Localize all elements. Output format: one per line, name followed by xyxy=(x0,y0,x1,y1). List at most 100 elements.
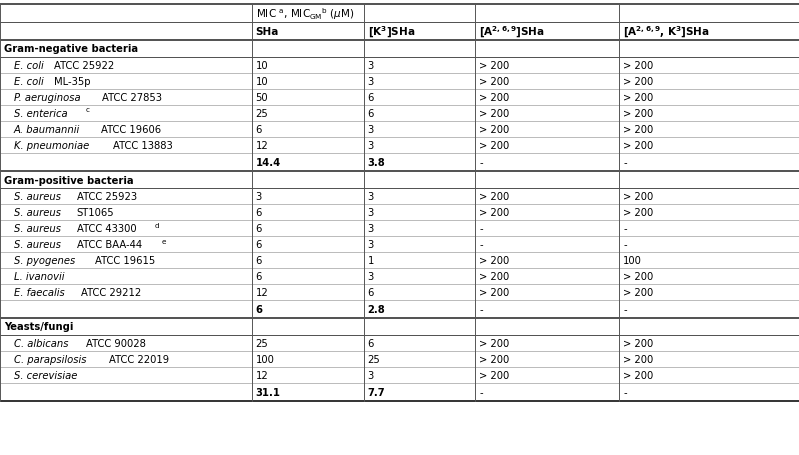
Text: 100: 100 xyxy=(256,354,275,364)
Text: > 200: > 200 xyxy=(623,141,654,151)
Text: -: - xyxy=(623,387,627,397)
Text: > 200: > 200 xyxy=(479,93,510,103)
Text: ATCC 19615: ATCC 19615 xyxy=(95,255,155,265)
Text: 7.7: 7.7 xyxy=(368,387,385,397)
Text: ATCC 90028: ATCC 90028 xyxy=(86,338,146,348)
Text: > 200: > 200 xyxy=(623,125,654,135)
Text: 3: 3 xyxy=(368,271,374,281)
Text: 6: 6 xyxy=(256,304,263,314)
Text: > 200: > 200 xyxy=(623,338,654,348)
Text: -: - xyxy=(479,304,483,314)
Text: > 200: > 200 xyxy=(479,338,510,348)
Text: -: - xyxy=(623,304,627,314)
Text: Yeasts/fungi: Yeasts/fungi xyxy=(4,322,74,332)
Text: 6: 6 xyxy=(256,255,262,265)
Text: 6: 6 xyxy=(256,223,262,233)
Text: c: c xyxy=(85,107,89,113)
Text: 6: 6 xyxy=(368,93,374,103)
Text: > 200: > 200 xyxy=(623,354,654,364)
Text: > 200: > 200 xyxy=(623,93,654,103)
Text: 3: 3 xyxy=(368,125,374,135)
Text: 25: 25 xyxy=(368,354,380,364)
Text: > 200: > 200 xyxy=(479,77,510,87)
Text: C. albicans: C. albicans xyxy=(14,338,69,348)
Text: d: d xyxy=(154,222,159,228)
Text: > 200: > 200 xyxy=(623,288,654,298)
Text: > 200: > 200 xyxy=(479,109,510,119)
Text: > 200: > 200 xyxy=(623,271,654,281)
Text: -: - xyxy=(623,157,627,167)
Text: 10: 10 xyxy=(256,77,268,87)
Text: MIC $\mathregular{^a}$, MIC$\mathregular{_{GM}}$$\mathregular{^b}$ ($\mu$M): MIC $\mathregular{^a}$, MIC$\mathregular… xyxy=(256,6,354,22)
Text: 12: 12 xyxy=(256,141,268,151)
Text: ML-35p: ML-35p xyxy=(54,77,91,87)
Text: E. coli: E. coli xyxy=(14,61,44,71)
Text: 3: 3 xyxy=(368,370,374,380)
Text: 1: 1 xyxy=(368,255,374,265)
Text: 6: 6 xyxy=(368,109,374,119)
Text: > 200: > 200 xyxy=(479,271,510,281)
Text: -: - xyxy=(479,157,483,167)
Text: > 200: > 200 xyxy=(479,288,510,298)
Text: 3: 3 xyxy=(368,77,374,87)
Text: 6: 6 xyxy=(256,125,262,135)
Text: 3.8: 3.8 xyxy=(368,157,385,167)
Text: 25: 25 xyxy=(256,109,268,119)
Text: 12: 12 xyxy=(256,288,268,298)
Text: L. ivanovii: L. ivanovii xyxy=(14,271,65,281)
Text: 31.1: 31.1 xyxy=(256,387,280,397)
Text: SHa: SHa xyxy=(256,27,279,37)
Text: > 200: > 200 xyxy=(623,370,654,380)
Text: ATCC BAA-44: ATCC BAA-44 xyxy=(77,239,141,249)
Text: ST1065: ST1065 xyxy=(77,207,114,217)
Text: > 200: > 200 xyxy=(623,61,654,71)
Text: E. faecalis: E. faecalis xyxy=(14,288,65,298)
Text: > 200: > 200 xyxy=(479,354,510,364)
Text: [A$\mathregular{^{2,6,9}}$]SHa: [A$\mathregular{^{2,6,9}}$]SHa xyxy=(479,24,545,40)
Text: 6: 6 xyxy=(368,338,374,348)
Text: -: - xyxy=(479,387,483,397)
Text: > 200: > 200 xyxy=(479,192,510,202)
Text: S. aureus: S. aureus xyxy=(14,192,61,202)
Text: Gram-negative bacteria: Gram-negative bacteria xyxy=(4,45,138,55)
Text: > 200: > 200 xyxy=(479,141,510,151)
Text: S. aureus: S. aureus xyxy=(14,207,61,217)
Text: > 200: > 200 xyxy=(623,109,654,119)
Text: C. parapsilosis: C. parapsilosis xyxy=(14,354,86,364)
Text: 3: 3 xyxy=(368,61,374,71)
Text: > 200: > 200 xyxy=(479,207,510,217)
Text: 10: 10 xyxy=(256,61,268,71)
Text: [A$\mathregular{^{2,6,9}}$, K$\mathregular{^3}$]SHa: [A$\mathregular{^{2,6,9}}$, K$\mathregul… xyxy=(623,24,710,40)
Text: 3: 3 xyxy=(368,141,374,151)
Text: E. coli: E. coli xyxy=(14,77,44,87)
Text: 3: 3 xyxy=(368,223,374,233)
Text: 25: 25 xyxy=(256,338,268,348)
Text: 14.4: 14.4 xyxy=(256,157,281,167)
Text: > 200: > 200 xyxy=(623,207,654,217)
Text: ATCC 13883: ATCC 13883 xyxy=(113,141,173,151)
Text: > 200: > 200 xyxy=(623,77,654,87)
Text: 12: 12 xyxy=(256,370,268,380)
Text: 3: 3 xyxy=(256,192,262,202)
Text: P. aeruginosa: P. aeruginosa xyxy=(14,93,81,103)
Text: ATCC 29212: ATCC 29212 xyxy=(81,288,141,298)
Text: 6: 6 xyxy=(256,207,262,217)
Text: ATCC 43300: ATCC 43300 xyxy=(77,223,136,233)
Text: 3: 3 xyxy=(368,207,374,217)
Text: ATCC 27853: ATCC 27853 xyxy=(102,93,162,103)
Text: ATCC 19606: ATCC 19606 xyxy=(101,125,161,135)
Text: -: - xyxy=(479,239,483,249)
Text: -: - xyxy=(479,223,483,233)
Text: > 200: > 200 xyxy=(479,61,510,71)
Text: Gram-positive bacteria: Gram-positive bacteria xyxy=(4,175,133,185)
Text: -: - xyxy=(623,223,627,233)
Text: ATCC 25922: ATCC 25922 xyxy=(54,61,114,71)
Text: 6: 6 xyxy=(368,288,374,298)
Text: > 200: > 200 xyxy=(479,125,510,135)
Text: 50: 50 xyxy=(256,93,268,103)
Text: > 200: > 200 xyxy=(479,255,510,265)
Text: 6: 6 xyxy=(256,271,262,281)
Text: [K$\mathregular{^3}$]SHa: [K$\mathregular{^3}$]SHa xyxy=(368,24,415,40)
Text: K. pneumoniae: K. pneumoniae xyxy=(14,141,89,151)
Text: S. aureus: S. aureus xyxy=(14,223,61,233)
